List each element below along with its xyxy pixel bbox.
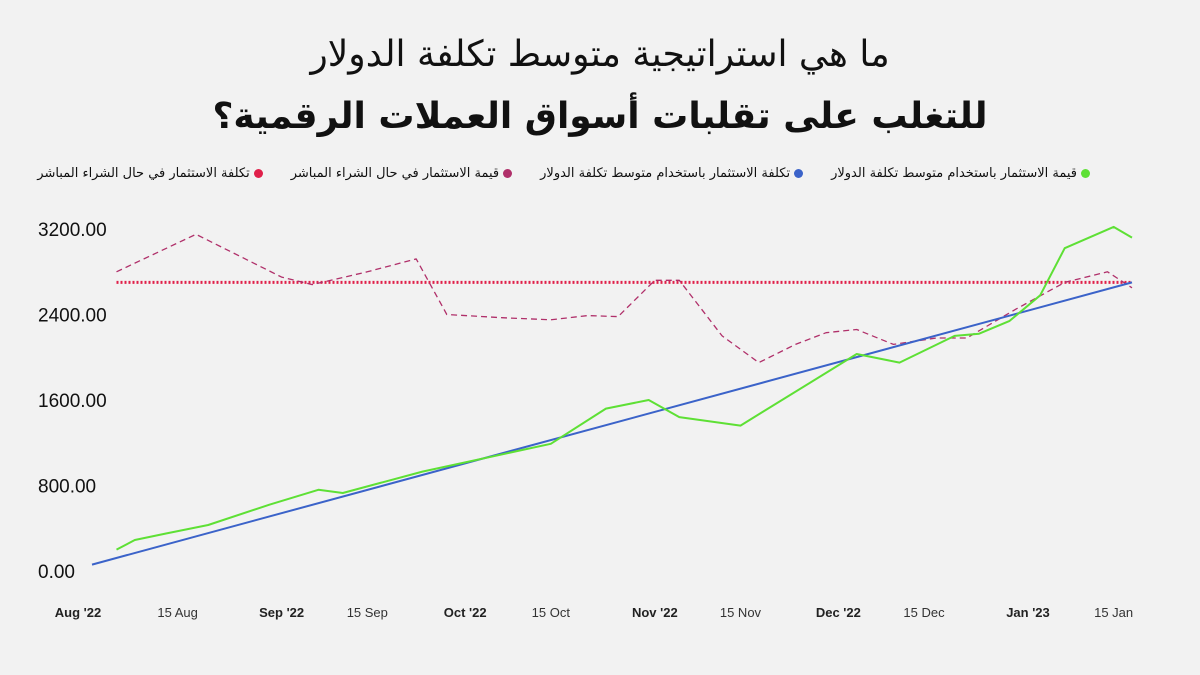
x-tick-label-2: Sep '22 bbox=[259, 605, 304, 620]
x-tick-label-9: 15 Dec bbox=[903, 605, 945, 620]
legend-item-1[interactable]: تكلفة الاستثمار في حال الشراء المباشر bbox=[37, 166, 263, 181]
x-tick-label-0: Aug '22 bbox=[55, 605, 101, 620]
dca-value-line bbox=[116, 225, 1133, 551]
x-tick-label-6: Nov '22 bbox=[632, 605, 678, 620]
legend-marker-1 bbox=[253, 169, 263, 178]
legend-item-2[interactable]: قيمة الاستثمار في حال الشراء المباشر bbox=[290, 166, 513, 181]
dca-cost-line bbox=[91, 281, 1133, 566]
legend-marker-4 bbox=[1081, 169, 1090, 178]
legend-label-1: تكلفة الاستثمار في حال الشراء المباشر bbox=[37, 166, 250, 181]
legend-item-4[interactable]: قيمة الاستثمار باستخدام متوسط تكلفة الدو… bbox=[831, 166, 1090, 181]
chart-legend: تكلفة الاستثمار في حال الشراء المباشر قي… bbox=[37, 166, 1090, 181]
legend-label-3: تكلفة الاستثمار باستخدام متوسط تكلفة الد… bbox=[540, 166, 791, 181]
x-tick-label-5: 15 Oct bbox=[532, 605, 571, 620]
legend-item-3[interactable]: تكلفة الاستثمار باستخدام متوسط تكلفة الد… bbox=[540, 166, 804, 181]
legend-marker-2 bbox=[503, 169, 513, 178]
y-tick-label-3: 2400.00 bbox=[38, 306, 107, 327]
chart-title-line-1: ما هي استراتيجية متوسط تكلفة الدولار bbox=[310, 34, 890, 75]
y-tick-label-1: 800.00 bbox=[38, 477, 96, 498]
y-tick-label-4: 3200.00 bbox=[38, 220, 107, 241]
x-tick-label-10: Jan '23 bbox=[1006, 605, 1050, 620]
legend-marker-3 bbox=[794, 169, 804, 178]
x-tick-label-3: 15 Sep bbox=[347, 605, 388, 620]
chart-title-line-2: للتغلب على تقلبات أسواق العملات الرقمية؟ bbox=[212, 96, 988, 137]
legend-label-2: قيمة الاستثمار في حال الشراء المباشر bbox=[290, 166, 500, 181]
x-tick-label-7: 15 Nov bbox=[720, 605, 762, 620]
y-tick-label-2: 1600.00 bbox=[38, 391, 107, 412]
x-tick-label-1: 15 Aug bbox=[157, 605, 198, 620]
x-tick-label-11: 15 Jan bbox=[1094, 605, 1133, 620]
direct-value-line bbox=[116, 233, 1133, 364]
legend-label-4: قيمة الاستثمار باستخدام متوسط تكلفة الدو… bbox=[831, 166, 1077, 181]
x-tick-label-4: Oct '22 bbox=[444, 605, 487, 620]
y-tick-label-0: 0.00 bbox=[38, 562, 75, 583]
x-tick-label-8: Dec '22 bbox=[816, 605, 861, 620]
